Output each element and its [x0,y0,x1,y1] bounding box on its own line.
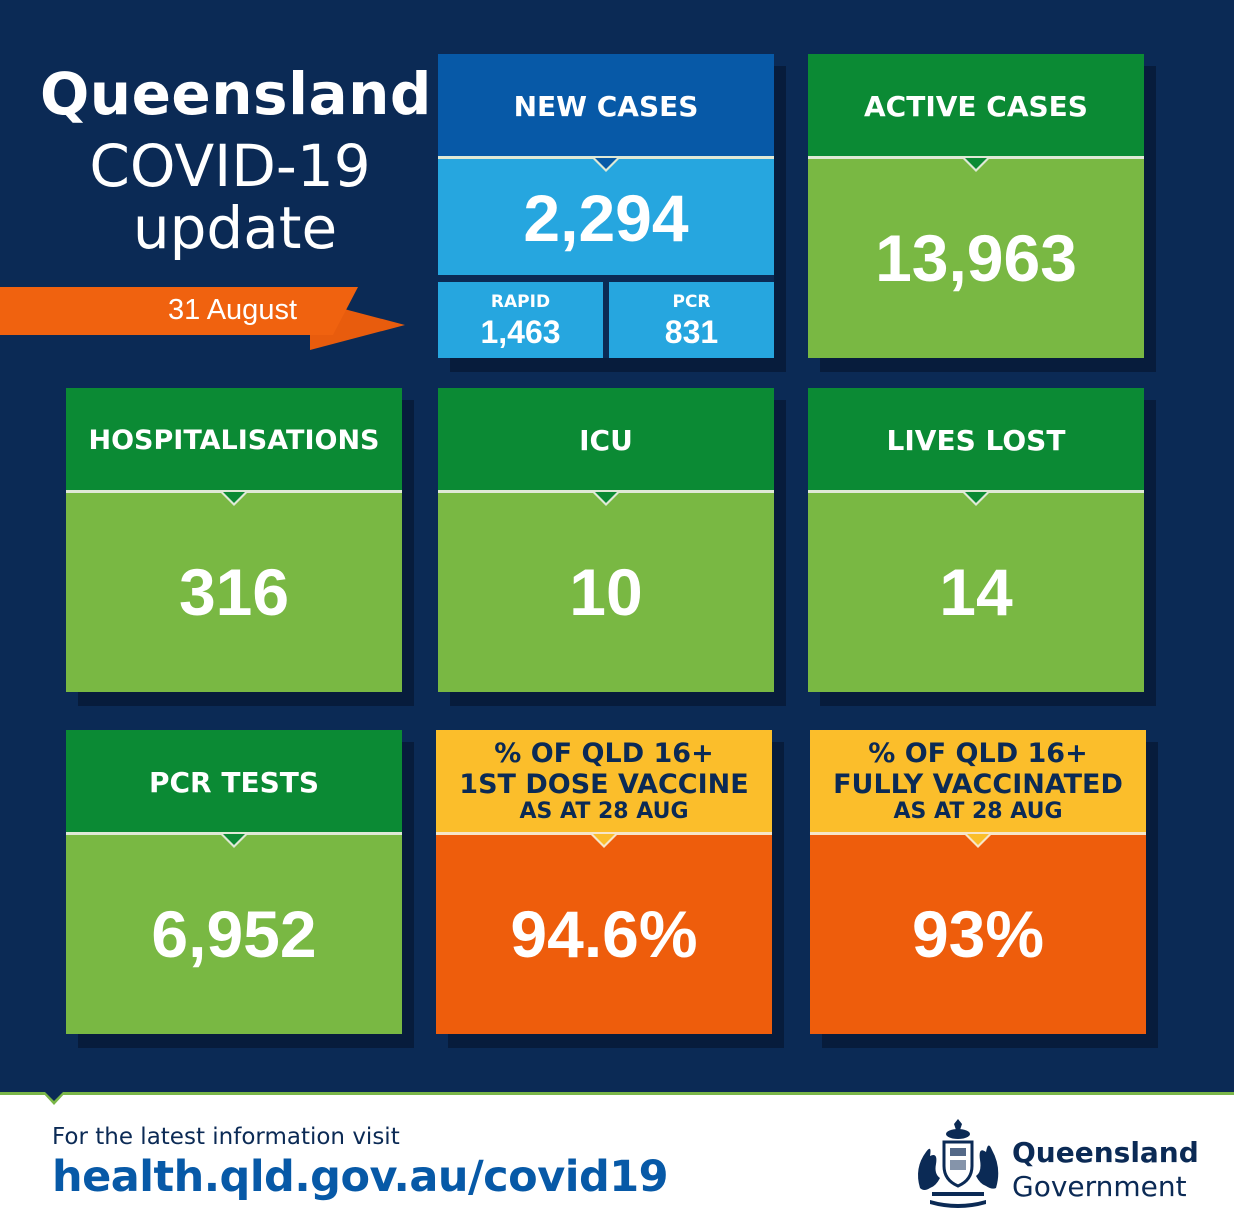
chevron-inner [223,492,245,503]
chevron-inner [967,834,989,845]
card-value: 2,294 [438,158,774,278]
title-line-1: Queensland [40,60,432,128]
org-name: Queensland [1012,1136,1199,1169]
chevron-inner [595,158,617,169]
card-divider [66,490,402,493]
footer-notch-inner [45,1092,63,1101]
date-ribbon [0,287,358,335]
chevron-inner [595,492,617,503]
chevron-inner [593,834,615,845]
card-new-cases: NEW CASES 2,294 RAPID 1,463 PCR 831 [438,54,774,358]
rapid-subcard: RAPID 1,463 [438,282,603,358]
card-label: ACTIVE CASES [808,54,1144,158]
chevron-inner [223,834,245,845]
pcr-label: PCR [672,292,711,312]
card-label: PCR TESTS [66,730,402,834]
card-value: 316 [66,492,402,692]
card-value: 14 [808,492,1144,692]
org-type: Government [1012,1170,1187,1203]
card-label-block: % OF QLD 16+ 1ST DOSE VACCINE AS AT 28 A… [436,730,772,834]
chevron-inner [965,492,987,503]
title-line-3: update [132,194,338,262]
card-icu: ICU 10 [438,388,774,692]
card-label-block: % OF QLD 16+ FULLY VACCINATED AS AT 28 A… [810,730,1146,834]
date-label: 31 August [168,294,297,326]
chevron-inner [965,158,987,169]
footer-note: For the latest information visit [52,1124,400,1150]
card-divider [66,832,402,835]
card-value: 13,963 [808,158,1144,358]
sub-separator [603,282,609,358]
card-divider [810,832,1146,835]
card-value: 10 [438,492,774,692]
title-line-2: COVID-19 [89,132,371,200]
card-lives-lost: LIVES LOST 14 [808,388,1144,692]
card-label: HOSPITALISATIONS [66,388,402,492]
rapid-label: RAPID [490,292,551,312]
pcr-value: 831 [664,314,719,350]
card-hospitalisations: HOSPITALISATIONS 316 [66,388,402,692]
card-label-line-3: AS AT 28 AUG [893,798,1063,824]
card-first-dose: % OF QLD 16+ 1ST DOSE VACCINE AS AT 28 A… [436,730,772,1034]
card-divider [808,490,1144,493]
pcr-subcard: PCR 831 [609,282,774,358]
card-pcr-tests: PCR TESTS 6,952 [66,730,402,1034]
card-label: LIVES LOST [808,388,1144,492]
card-divider [438,490,774,493]
card-value: 94.6% [436,834,772,1034]
card-label: ICU [438,388,774,492]
footer-url-link[interactable]: health.qld.gov.au/covid19 [52,1152,669,1202]
card-active-cases: ACTIVE CASES 13,963 [808,54,1144,358]
card-label-line-2: FULLY VACCINATED [833,768,1123,800]
card-label: NEW CASES [438,54,774,158]
card-label-line-1: % OF QLD 16+ [494,738,714,770]
footer-divider [0,1092,1234,1095]
card-value: 6,952 [66,834,402,1034]
card-label-line-1: % OF QLD 16+ [868,738,1088,770]
card-divider [436,832,772,835]
card-fully-vaccinated: % OF QLD 16+ FULLY VACCINATED AS AT 28 A… [810,730,1146,1034]
rapid-value: 1,463 [480,314,561,350]
card-divider [438,156,774,159]
card-label-line-3: AS AT 28 AUG [519,798,689,824]
card-value: 93% [810,834,1146,1034]
queensland-coat-of-arms-icon [918,1119,999,1208]
card-divider [808,156,1144,159]
card-label-line-2: 1ST DOSE VACCINE [459,768,749,800]
sub-gap [438,275,774,283]
